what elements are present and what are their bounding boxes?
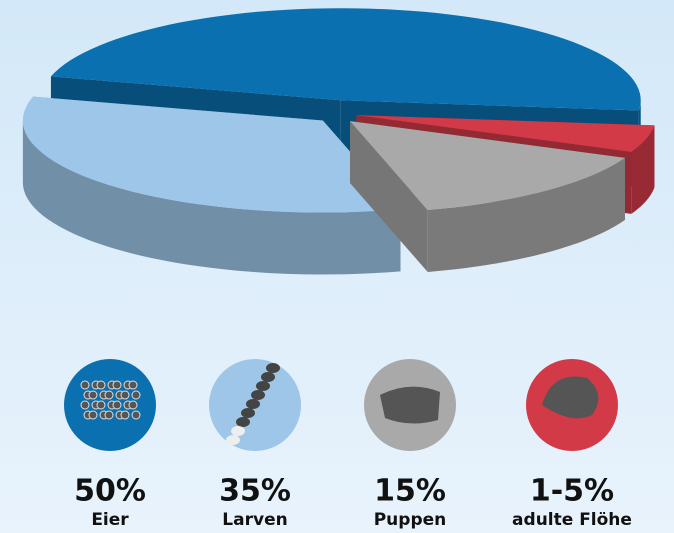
pie-slice [50, 8, 641, 111]
egg [80, 380, 90, 390]
larva-segment [256, 381, 270, 391]
larva-segment [231, 426, 245, 436]
pie-slice [356, 115, 655, 152]
value-label: 50% [74, 474, 146, 509]
slice-side [631, 125, 655, 214]
larva-segment [246, 399, 260, 409]
larva-segment [236, 417, 250, 427]
larva-segment [261, 372, 275, 382]
egg [112, 400, 122, 410]
value-label: 1-5% [530, 474, 614, 509]
egg [128, 380, 138, 390]
larva-segment [241, 408, 255, 418]
egg [131, 410, 141, 420]
egg [80, 400, 90, 410]
slice-side [427, 157, 626, 272]
category-label: adulte Flöhe [512, 510, 632, 530]
egg [112, 380, 122, 390]
egg [96, 380, 106, 390]
egg [128, 400, 138, 410]
category-label: Puppen [374, 510, 447, 530]
value-label: 35% [219, 474, 291, 509]
pie-slice [22, 96, 401, 213]
larva-segment [226, 435, 240, 445]
flea [542, 376, 599, 419]
egg [104, 410, 114, 420]
pupa [380, 386, 440, 424]
egg [131, 390, 141, 400]
category-label: Larven [222, 510, 287, 530]
slice-cut-face [350, 121, 428, 272]
egg [88, 410, 98, 420]
egg [120, 410, 130, 420]
category-label: Eier [91, 510, 129, 530]
egg [96, 400, 106, 410]
egg [88, 390, 98, 400]
larva-segment [251, 390, 265, 400]
pie-slice [350, 121, 626, 210]
larva-segment [266, 363, 280, 373]
egg [120, 390, 130, 400]
egg [104, 390, 114, 400]
slice-side [22, 120, 401, 275]
value-label: 15% [374, 474, 446, 509]
